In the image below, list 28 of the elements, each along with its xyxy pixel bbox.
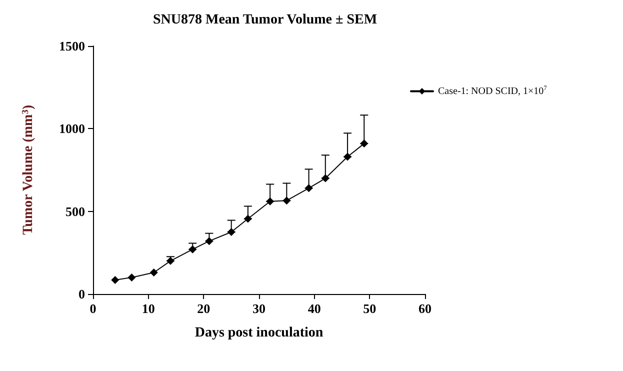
point (205, 237, 214, 246)
point (111, 276, 120, 284)
point (128, 273, 136, 282)
y-tick-label: 1000 (59, 121, 85, 136)
x-tick-label: 60 (418, 301, 432, 316)
point (282, 196, 291, 205)
point (266, 197, 274, 206)
point (344, 152, 352, 161)
y-tick-label: 1500 (59, 38, 85, 54)
x-axis-title: Days post inoculation (194, 326, 324, 340)
x-tick-label: 10 (142, 301, 155, 316)
x-tick-label: 30 (252, 301, 266, 316)
chart-title: SNU878 Mean Tumor Volume ± SEM (152, 12, 378, 28)
x-tick-label: 0 (90, 301, 96, 316)
point (227, 228, 236, 236)
point (188, 245, 197, 254)
point (166, 256, 174, 265)
x-tick-label: 20 (197, 301, 210, 316)
point (304, 184, 313, 192)
point (150, 268, 158, 277)
y-tick-label: 0 (78, 286, 85, 302)
point (244, 214, 252, 223)
point (321, 174, 330, 182)
y-tick-label: 500 (66, 204, 85, 219)
y-axis-title: Tumor Volume (mm3) (20, 104, 36, 235)
point (360, 140, 368, 148)
x-tick-label: 50 (363, 301, 376, 316)
x-tick-label: 40 (308, 301, 321, 316)
